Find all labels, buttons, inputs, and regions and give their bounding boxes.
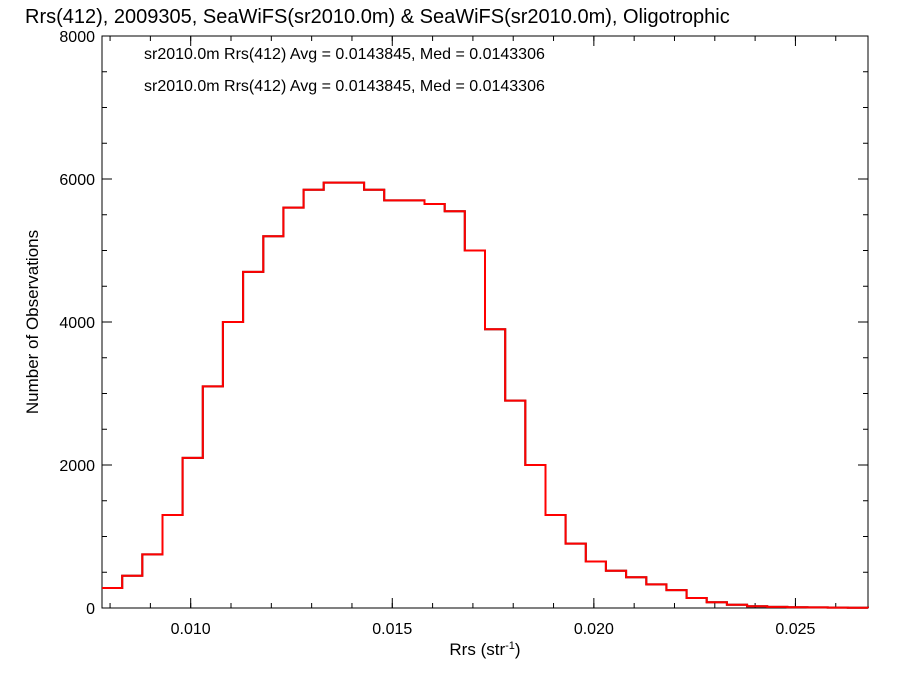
annotation-red: sr2010.0m Rrs(412) Avg = 0.0143845, Med … [144, 78, 545, 95]
y-tick-label: 4000 [59, 315, 95, 332]
y-tick-labels: 0 2000 4000 6000 8000 [59, 29, 95, 618]
chart-title: Rrs(412), 2009305, SeaWiFS(sr2010.0m) & … [25, 6, 730, 28]
axis-ticks [102, 35, 868, 609]
y-axis-label: Number of Observations [23, 230, 42, 414]
x-tick-label: 0.025 [775, 621, 815, 638]
y-tick-label: 2000 [59, 458, 95, 475]
x-tick-label: 0.015 [372, 621, 412, 638]
y-tick-label: 6000 [59, 172, 95, 189]
series-red-line [102, 181, 869, 609]
x-axis-label: Rrs (str-1) [449, 640, 520, 659]
y-tick-label: 8000 [59, 29, 95, 46]
y-tick-label: 0 [86, 601, 95, 618]
annotation-black: sr2010.0m Rrs(412) Avg = 0.0143845, Med … [144, 46, 545, 63]
x-tick-label: 0.020 [574, 621, 614, 638]
plot-area [101, 35, 869, 609]
x-tick-labels: 0.010 0.015 0.020 0.025 [171, 621, 816, 638]
x-tick-label: 0.010 [171, 621, 211, 638]
series-black-line [102, 181, 869, 609]
